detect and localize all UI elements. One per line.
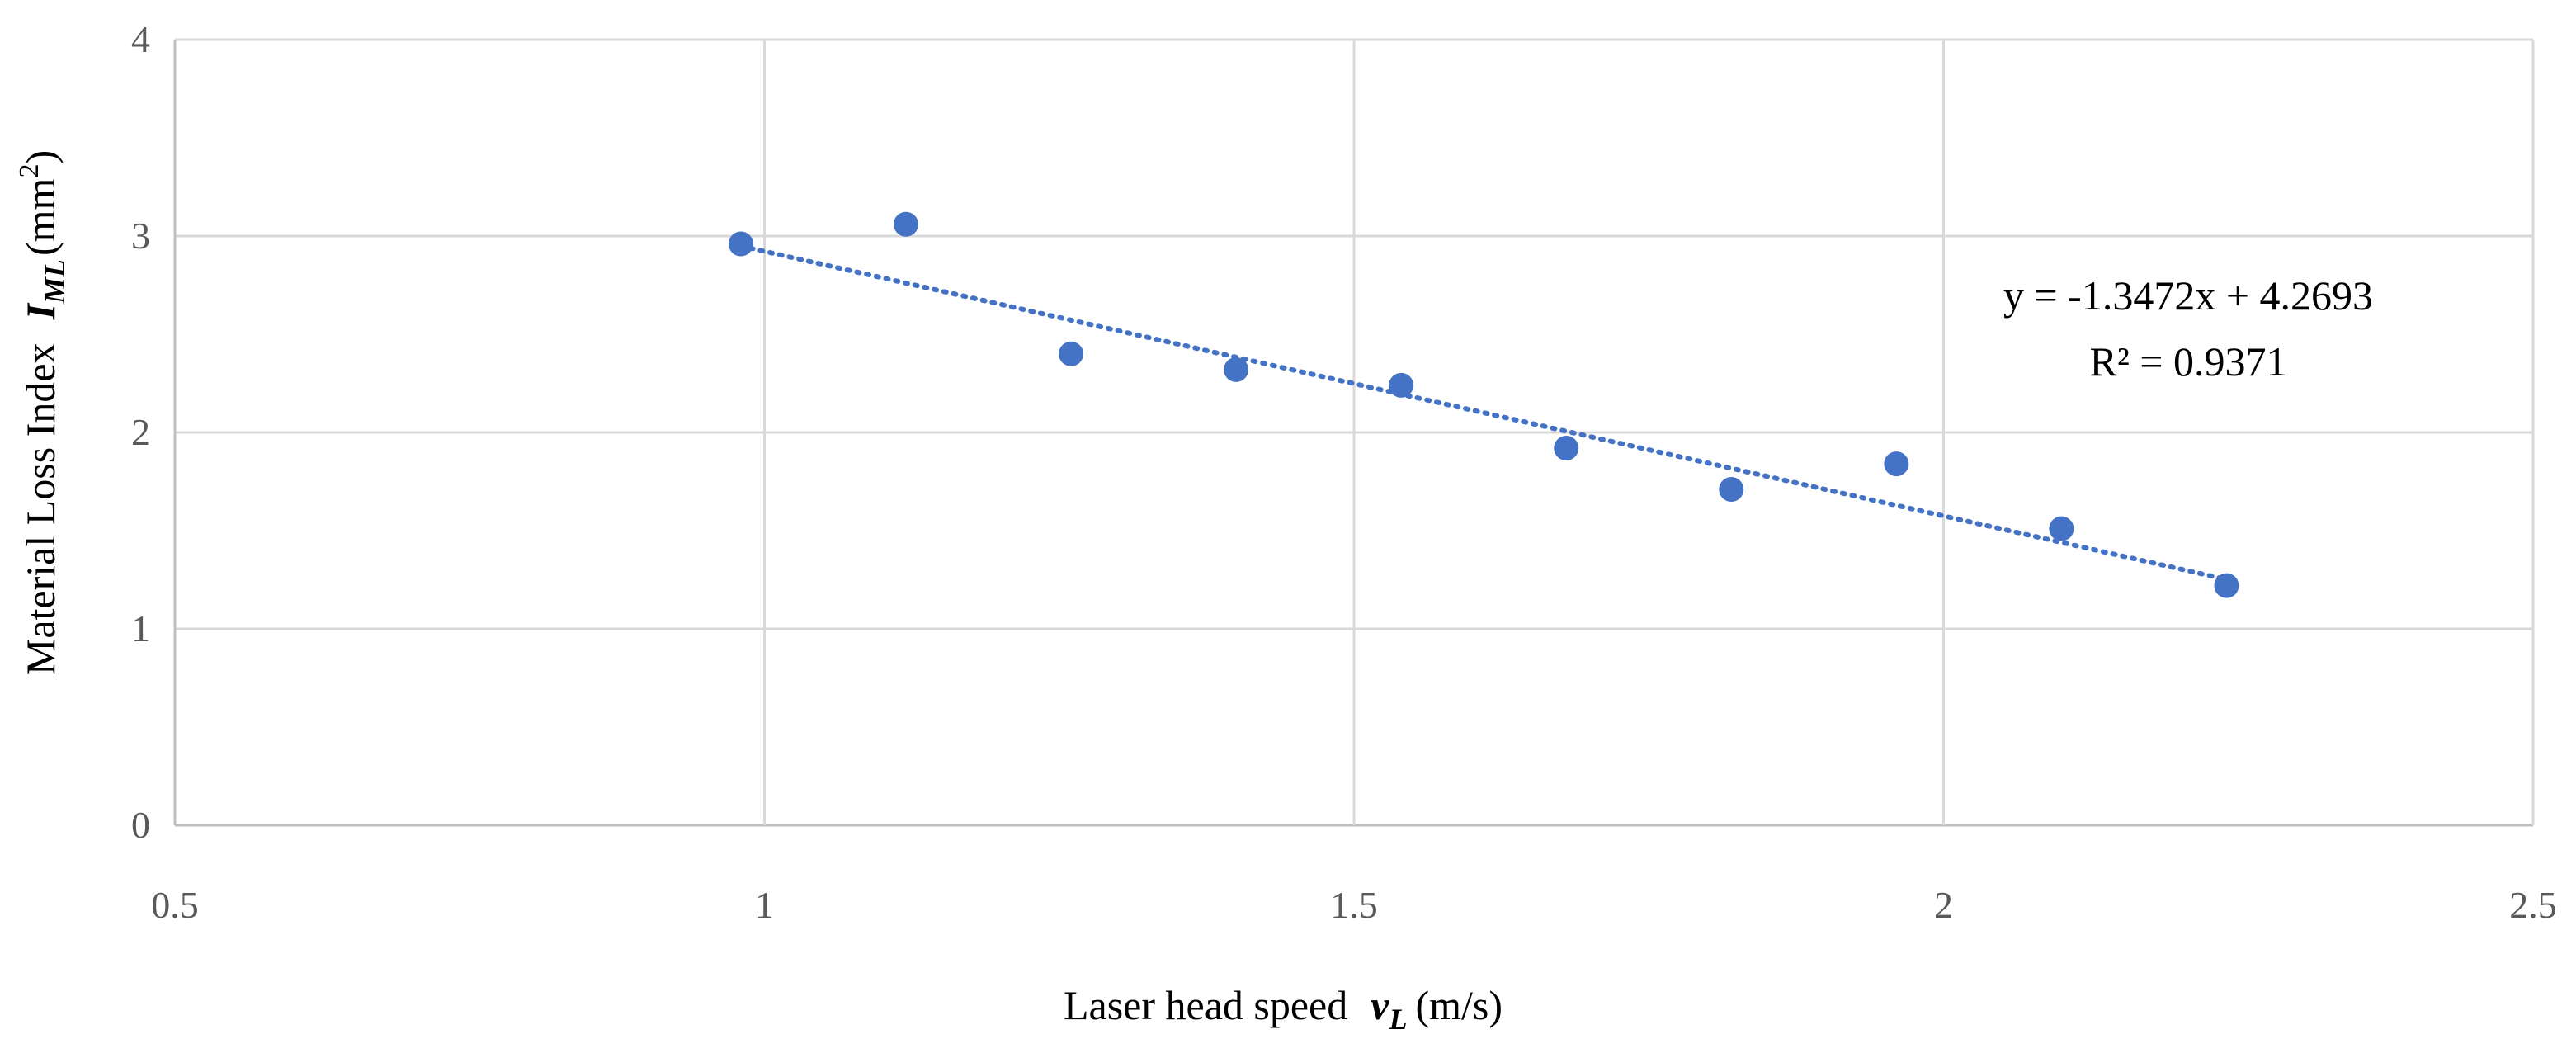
data-point (2049, 516, 2074, 541)
y-axis-title-unit-base: (mm (17, 177, 64, 256)
x-axis-title-sub: L (1388, 1003, 1407, 1036)
data-point (893, 211, 918, 237)
y-tick-label: 2 (131, 411, 150, 453)
x-tick-label: 1 (755, 884, 774, 926)
y-tick-label: 0 (131, 804, 150, 846)
y-tick-label: 1 (131, 607, 150, 649)
y-tick-label: 3 (131, 215, 150, 257)
y-tick-label: 4 (131, 18, 150, 60)
data-point (1884, 451, 1909, 477)
x-tick-label: 2.5 (2509, 884, 2557, 926)
trendline-equation: y = -1.3472x + 4.2693 (2003, 272, 2373, 319)
data-point (2214, 573, 2239, 598)
y-axis-title-var: I (17, 302, 64, 320)
data-point (1224, 357, 1249, 382)
points-layer (728, 211, 2239, 598)
x-tick-label: 1.5 (1330, 884, 1378, 926)
data-point (1554, 436, 1579, 461)
x-axis-title-prefix: Laser head speed (1064, 982, 1347, 1028)
r-squared-label: R² = 0.9371 (2089, 338, 2286, 385)
grid-layer (173, 38, 2535, 827)
data-point (1389, 372, 1414, 398)
x-tick-label: 0.5 (151, 884, 199, 926)
y-axis-title: Material Loss Index IML(mm2) (14, 150, 71, 675)
y-axis-title-unit-sup: 2 (14, 164, 45, 178)
y-axis-title-sub: ML (38, 259, 71, 305)
x-axis-title: Laser head speed vL (m/s) (1064, 982, 1503, 1036)
ticks-layer: 0 1 2 3 4 0.5 1 1.5 2 2.5 (131, 18, 2557, 926)
x-tick-label: 2 (1934, 884, 1953, 926)
data-point (1719, 477, 1744, 503)
y-axis-title-unit-close: ) (17, 150, 64, 164)
y-axis-title-prefix: Material Loss Index (17, 342, 64, 675)
data-point (1059, 341, 1084, 366)
trendline-layer (738, 243, 2229, 583)
x-axis-title-unit: (m/s) (1415, 982, 1503, 1028)
x-axis-title-var: v (1371, 982, 1389, 1028)
trendline (738, 243, 2229, 583)
data-point (728, 231, 753, 257)
